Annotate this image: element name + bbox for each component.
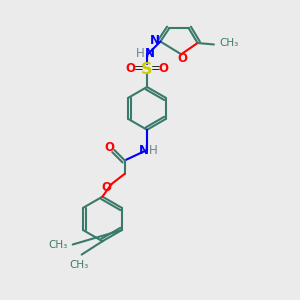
Text: O: O	[177, 52, 188, 65]
Text: O: O	[126, 62, 136, 75]
Text: N: N	[144, 47, 154, 60]
Text: N: N	[139, 144, 149, 158]
Text: =: =	[134, 62, 144, 75]
Text: N: N	[150, 34, 160, 47]
Text: CH₃: CH₃	[69, 260, 88, 270]
Text: O: O	[104, 141, 114, 154]
Text: H: H	[136, 47, 145, 60]
Text: S: S	[141, 62, 153, 77]
Text: O: O	[102, 181, 112, 194]
Text: CH₃: CH₃	[48, 239, 68, 250]
Text: =: =	[150, 62, 160, 75]
Text: CH₃: CH₃	[220, 38, 239, 48]
Text: O: O	[158, 62, 168, 75]
Text: H: H	[149, 144, 158, 158]
